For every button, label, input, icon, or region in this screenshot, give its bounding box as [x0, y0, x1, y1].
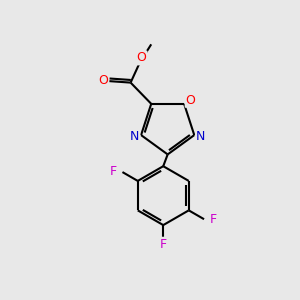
Text: F: F — [210, 213, 217, 226]
Text: O: O — [98, 74, 108, 87]
Text: O: O — [136, 51, 146, 64]
Text: O: O — [186, 94, 196, 107]
Text: N: N — [196, 130, 206, 143]
Text: F: F — [160, 238, 167, 251]
Text: N: N — [130, 130, 139, 143]
Text: F: F — [110, 165, 117, 178]
